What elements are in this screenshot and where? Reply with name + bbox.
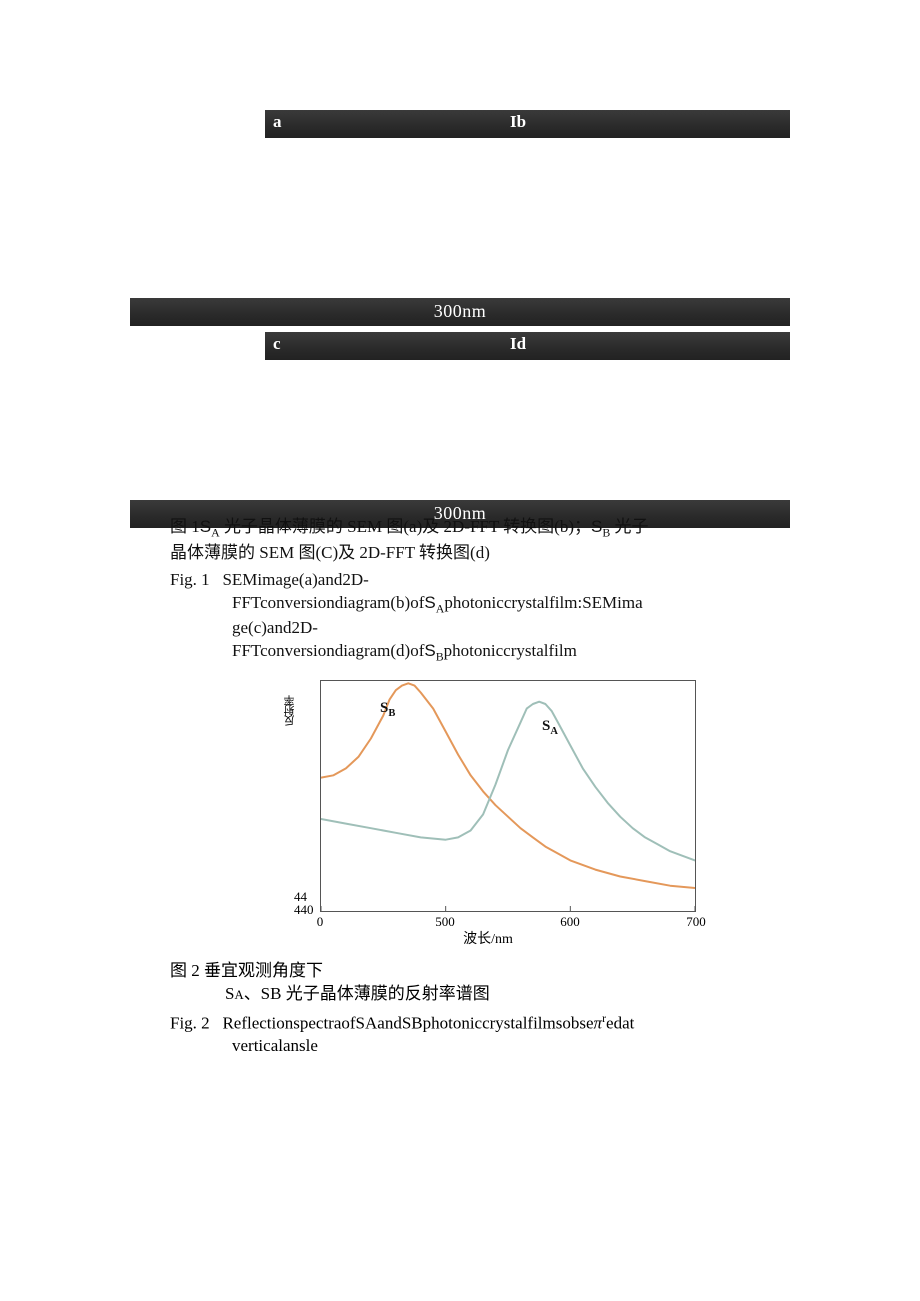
panel-label-d: Id — [510, 334, 526, 354]
fig1-cn-caption-l2: 晶体薄膜的 SEM 图(C)及 2D-FFT 转换图(d) — [170, 542, 780, 565]
panel-row1-scale: 300nm — [130, 298, 790, 326]
fig2-en: Fig. 2 ReflectionspectraofSAandSBphotoni… — [170, 1010, 790, 1059]
figure1-caption: 图 1SA 光子晶体薄膜的 SEM 图(a)及 2D-FFT 转换图(b)；SB… — [170, 516, 780, 664]
fig1-en-caption: Fig. 1 SEMimage(a)and2D- FFTconversiondi… — [170, 569, 780, 664]
panel-label-b: Ib — [510, 112, 526, 132]
panel-row1-body — [130, 138, 790, 298]
ytick-440: 440 — [294, 902, 314, 918]
panel-label-c: c — [273, 334, 281, 354]
series-label-sa: SA — [542, 718, 558, 737]
fig1-cn-caption: 图 1SA 光子晶体薄膜的 SEM 图(a)及 2D-FFT 转换图(b)；SB… — [170, 516, 780, 540]
y-axis-label: 反射率 — [282, 696, 298, 726]
chart-svg — [321, 681, 695, 911]
figure2-chart: 反射率 SB SA 44 0 440 500 600 700 波长/nm — [280, 676, 710, 956]
panel-row2-body — [130, 360, 790, 500]
x-axis-label: 波长/nm — [280, 928, 696, 948]
series-label-sb: SB — [380, 700, 395, 719]
figure2-caption: 图 2 垂宜观测角度下 SA、SB 光子晶体薄膜的反射率谱图 Fig. 2 Re… — [170, 960, 790, 1058]
fig2-cn-l1: 图 2 垂宜观测角度下 — [170, 960, 790, 983]
panel-label-a: a — [273, 112, 282, 132]
fig2-cn-l2: SA、SB 光子晶体薄膜的反射率谱图 — [170, 983, 790, 1006]
panel-row2-labels: c Id — [265, 332, 790, 360]
chart-frame — [320, 680, 696, 912]
figure1-panels: a Ib 300nm c Id 300nm — [130, 110, 790, 528]
panel-row1-labels: a Ib — [265, 110, 790, 138]
